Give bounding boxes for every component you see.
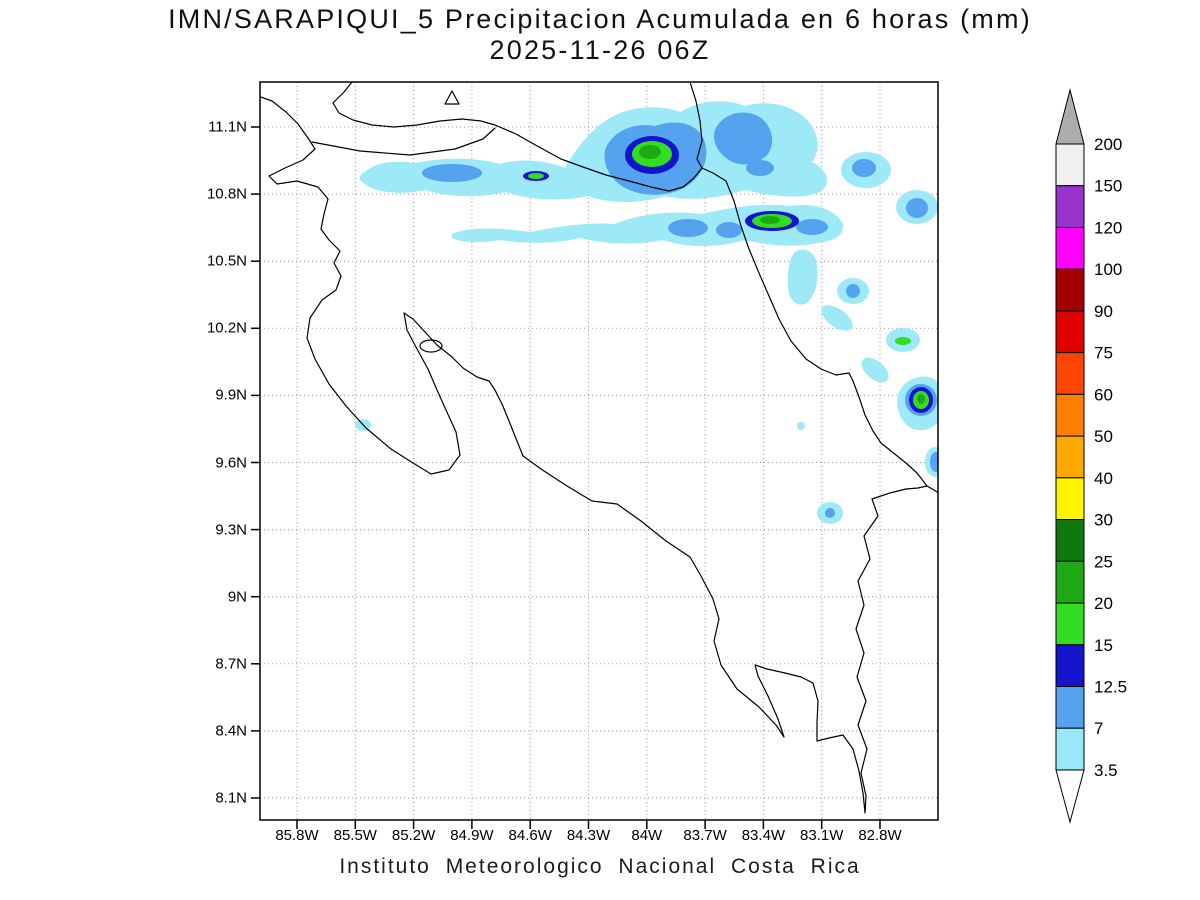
precip-blob <box>639 145 661 159</box>
colorbar-label: 25 <box>1094 552 1113 571</box>
lon-tick-label: 84W <box>631 827 662 844</box>
lon-tick-label: 84.6W <box>509 827 552 844</box>
precip-blob <box>895 337 911 345</box>
lon-tick-label: 85.8W <box>275 827 318 844</box>
precip-blob <box>528 173 544 179</box>
lat-tick-label: 9.6N <box>195 454 247 471</box>
colorbar-segment <box>1056 728 1084 770</box>
lon-tick-label: 83.1W <box>800 827 843 844</box>
lon-tick-label: 85.2W <box>392 827 435 844</box>
lon-tick-label: 83.4W <box>742 827 785 844</box>
weather-map-page: IMN/SARAPIQUI_5 Precipitacion Acumulada … <box>0 0 1200 900</box>
footer-credit: Instituto Meteorologico Nacional Costa R… <box>0 855 1200 879</box>
lat-tick-label: 9.9N <box>195 387 247 404</box>
lat-tick-label: 9.3N <box>195 521 247 538</box>
precip-blob <box>930 452 942 472</box>
lat-tick-label: 8.1N <box>195 790 247 807</box>
colorbar-segment <box>1056 311 1084 353</box>
lon-tick-label: 82.8W <box>858 827 901 844</box>
precipitation-field <box>355 101 945 524</box>
precip-blob <box>746 160 774 176</box>
colorbar-segment <box>1056 520 1084 562</box>
colorbar-label: 150 <box>1094 177 1122 196</box>
colorbar-label: 3.5 <box>1094 761 1118 780</box>
lake-nicaragua-shore <box>333 82 495 127</box>
precip-blob <box>422 164 482 182</box>
colorbar-label: 40 <box>1094 469 1113 488</box>
colorbar-segment <box>1056 269 1084 311</box>
colorbar-label: 30 <box>1094 511 1113 530</box>
colorbar-segment <box>1056 394 1084 436</box>
colorbar-segment <box>1056 353 1084 395</box>
precipitation-map <box>0 0 1200 900</box>
colorbar-segment <box>1056 227 1084 269</box>
colorbar: 200 150 120 100 90 75 60 50 40 30 25 20 15 12.5 7 3.5 <box>1040 80 1200 850</box>
lat-tick-label: 10.8N <box>195 186 247 203</box>
colorbar-segment <box>1056 645 1084 687</box>
lon-tick-label: 85.5W <box>334 827 377 844</box>
colorbar-label: 100 <box>1094 260 1122 279</box>
colorbar-segment <box>1056 478 1084 520</box>
colorbar-label: 15 <box>1094 636 1113 655</box>
precip-blob <box>760 216 780 224</box>
precip-blob <box>825 508 835 518</box>
precip-blob <box>917 394 925 404</box>
colorbar-label: 200 <box>1094 135 1122 154</box>
colorbar-arrow-under <box>1056 770 1084 822</box>
precip-blob <box>906 198 928 218</box>
precip-blob <box>846 284 860 298</box>
precip-blob <box>796 219 828 235</box>
island-marker <box>445 91 459 104</box>
colorbar-label: 90 <box>1094 302 1113 321</box>
precip-blob <box>668 219 708 237</box>
lon-tick-label: 84.9W <box>450 827 493 844</box>
lat-tick-label: 10.2N <box>195 320 247 337</box>
colorbar-segment <box>1056 186 1084 228</box>
lon-tick-label: 84.3W <box>567 827 610 844</box>
precip-blob <box>857 353 893 387</box>
lat-tick-label: 9N <box>195 588 247 605</box>
colorbar-label: 50 <box>1094 427 1113 446</box>
colorbar-arrow-over <box>1056 90 1084 144</box>
lat-tick-label: 8.7N <box>195 655 247 672</box>
colorbar-label: 75 <box>1094 344 1113 363</box>
colorbar-segment <box>1056 144 1084 186</box>
nicaragua-border <box>312 128 495 155</box>
colorbar-label: 20 <box>1094 594 1113 613</box>
colorbar-segment <box>1056 561 1084 603</box>
lat-tick-label: 10.5N <box>195 253 247 270</box>
precip-blob <box>716 222 742 238</box>
lat-tick-label: 8.4N <box>195 722 247 739</box>
colorbar-label: 12.5 <box>1094 677 1127 696</box>
precip-blob <box>797 422 805 430</box>
colorbar-label: 7 <box>1094 719 1103 738</box>
precip-blob <box>817 300 857 335</box>
colorbar-segment <box>1056 686 1084 728</box>
colorbar-segment <box>1056 436 1084 478</box>
precip-blob <box>852 159 876 177</box>
colorbar-segment <box>1056 603 1084 645</box>
lat-tick-label: 11.1N <box>195 119 247 136</box>
precip-blob <box>788 250 818 305</box>
colorbar-label: 60 <box>1094 385 1113 404</box>
lon-tick-label: 83.7W <box>683 827 726 844</box>
colorbar-label: 120 <box>1094 218 1122 237</box>
